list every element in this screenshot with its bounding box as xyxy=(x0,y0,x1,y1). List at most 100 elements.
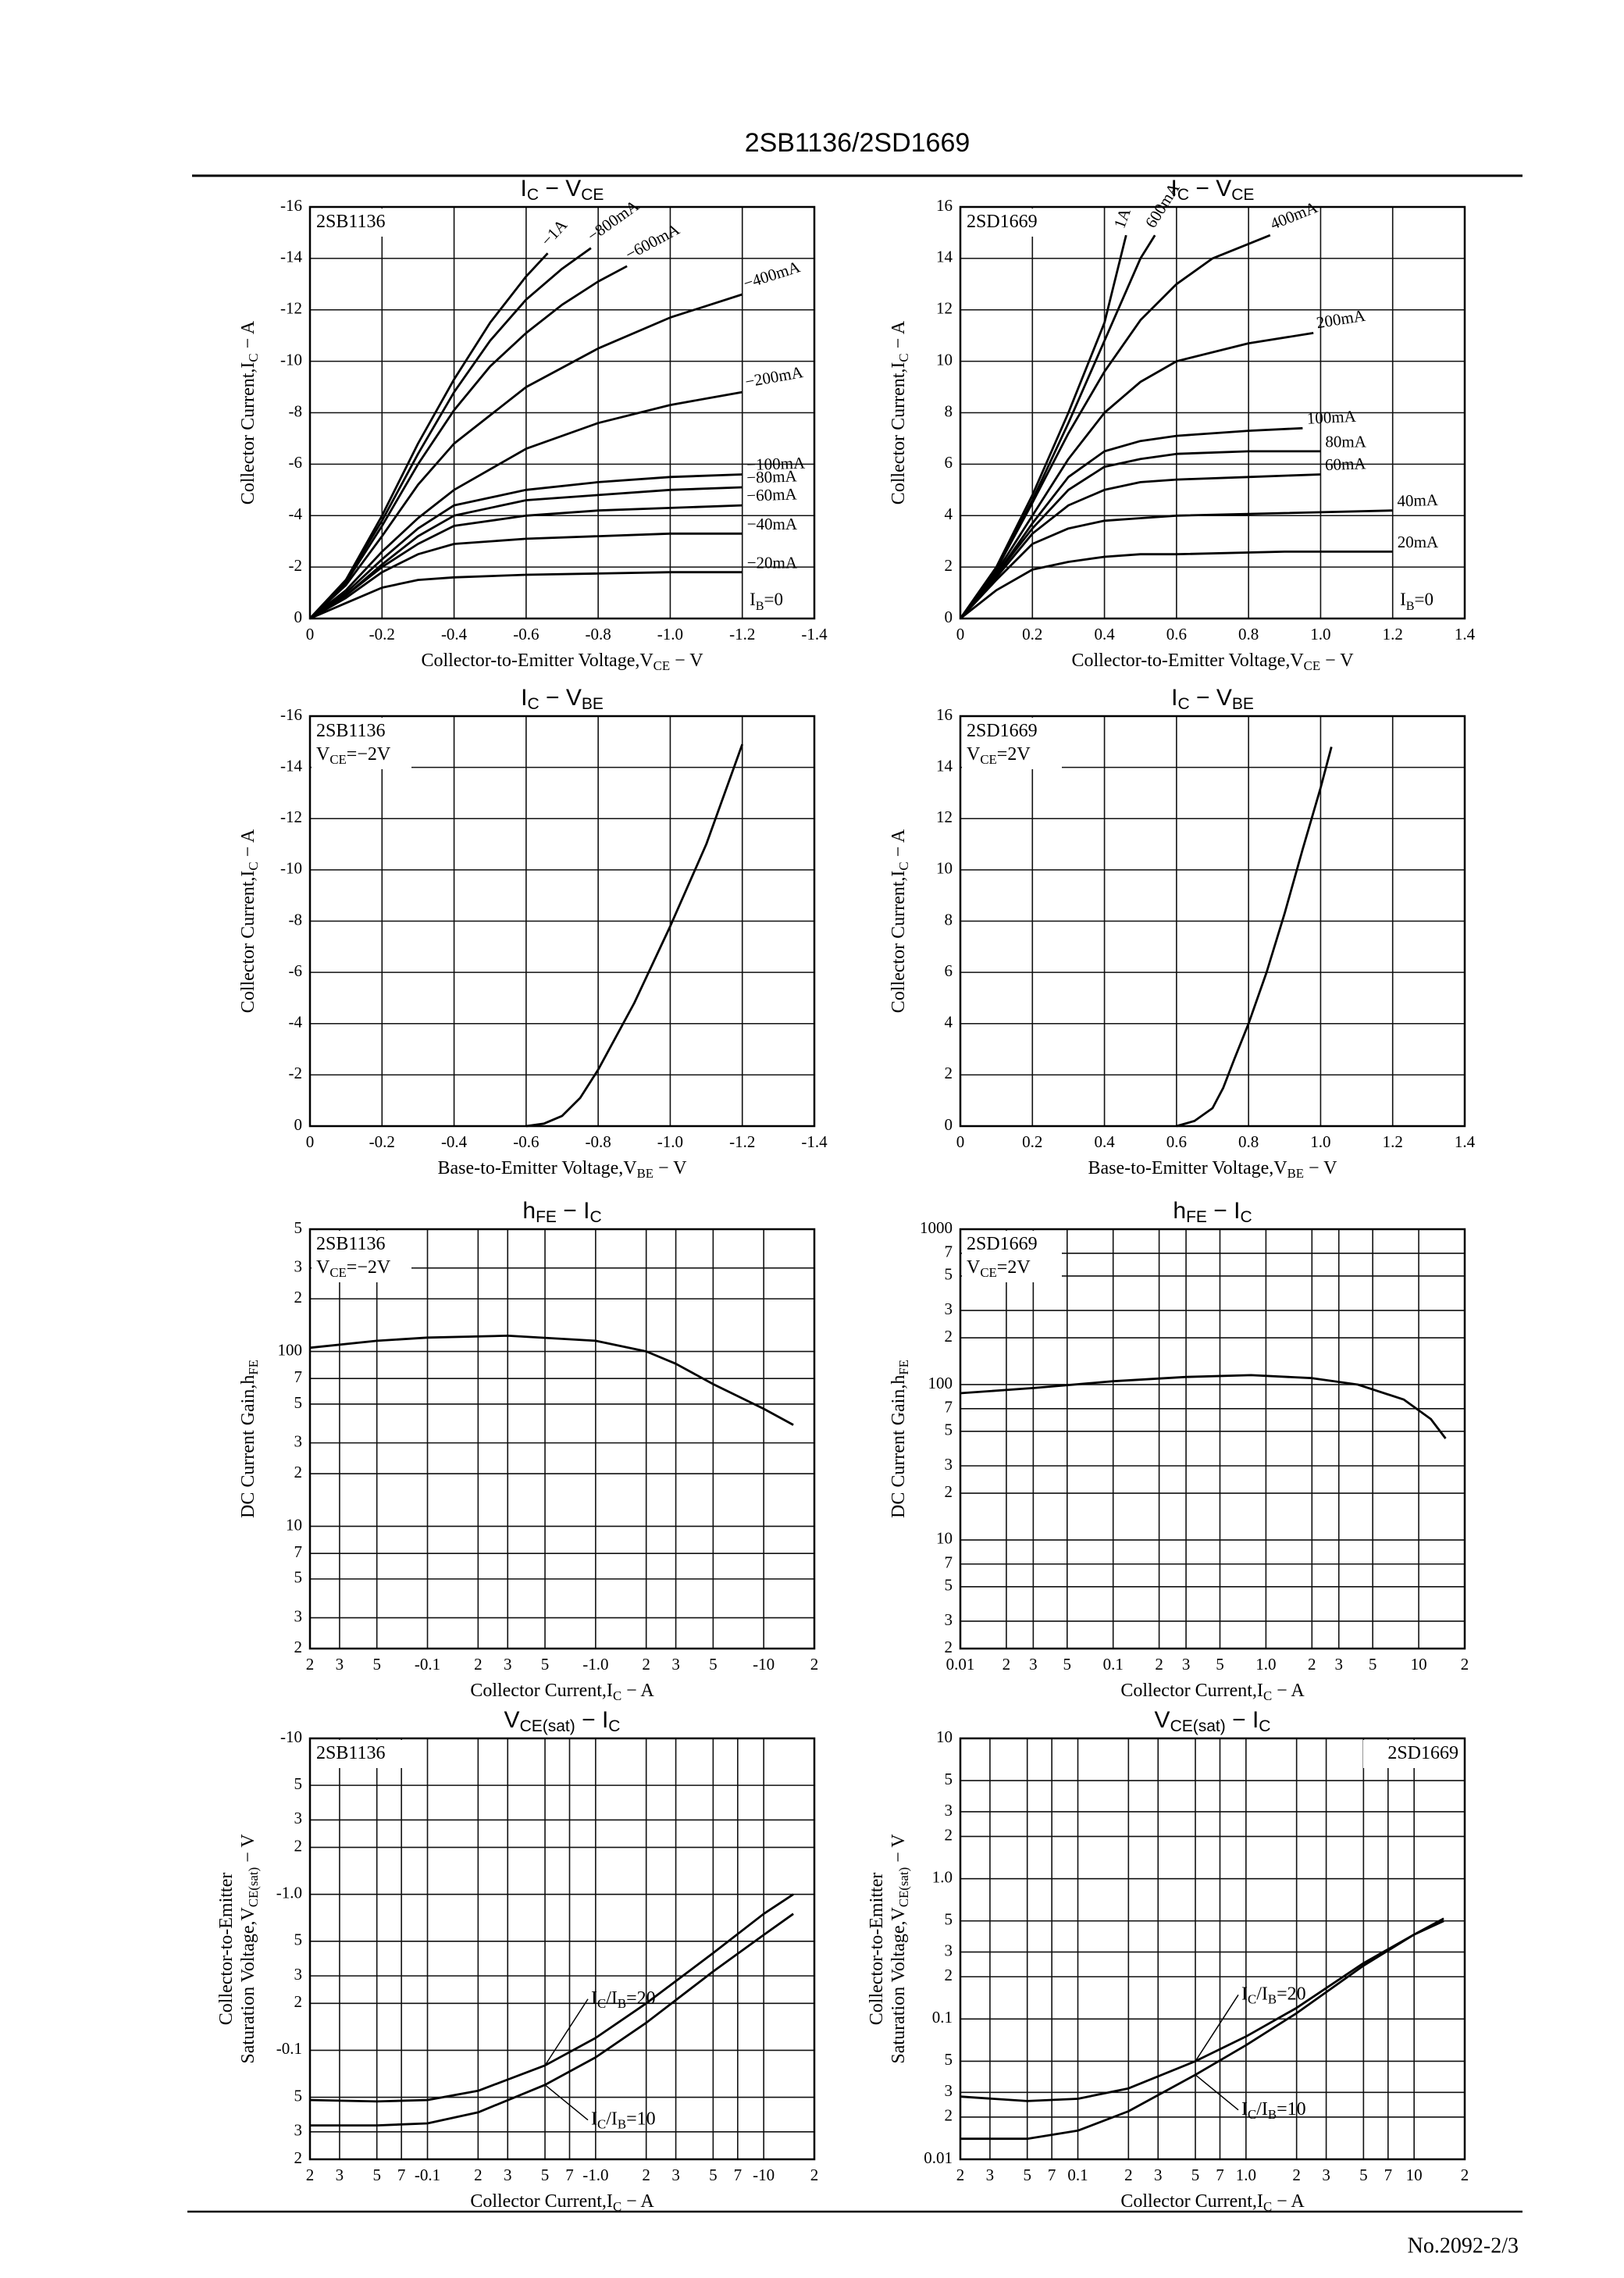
x-axis-label-part: Collector Current,I xyxy=(1120,2191,1263,2212)
x-tick-label: 2 xyxy=(1461,2166,1469,2184)
x-tick-label: 5 xyxy=(541,2166,550,2184)
chart-title-part: − I xyxy=(557,1198,590,1224)
curve-label: −60mA xyxy=(746,484,798,504)
y-tick-label: 5 xyxy=(945,1421,953,1439)
device-label: 2SD1669 xyxy=(967,721,1038,741)
curve-label: −20mA xyxy=(747,554,798,572)
x-tick-label: -1.0 xyxy=(657,1132,683,1151)
curve-label-part: C xyxy=(597,2117,606,2132)
x-axis-label-part: CE xyxy=(1304,658,1320,673)
plot-frame xyxy=(959,1737,1466,2161)
y-tick-label: 7 xyxy=(945,1398,953,1417)
x-tick-label: -1.4 xyxy=(801,1132,828,1151)
device-label-part: =−2V xyxy=(347,744,391,765)
x-tick-label: 3 xyxy=(986,2166,995,2184)
x-axis-label-part: Collector Current,I xyxy=(470,2191,613,2212)
y-tick-label: 2 xyxy=(294,1992,303,2011)
curve xyxy=(960,1374,1447,1439)
curve xyxy=(309,504,743,620)
device-label: VCE=−2V xyxy=(316,744,391,767)
curve-label: 80mA xyxy=(1325,433,1366,451)
curve xyxy=(308,247,592,619)
curve xyxy=(959,426,1303,619)
x-tick-label: -0.2 xyxy=(369,1132,395,1151)
chart-title-part: V xyxy=(504,1707,520,1733)
label-backdrop xyxy=(962,209,1062,237)
y-tick-label: 5 xyxy=(294,1218,303,1237)
y-tick-label: 3 xyxy=(945,1455,953,1474)
y-axis-label: Collector-to-Emitter xyxy=(216,1873,237,2025)
y-tick-label: 5 xyxy=(945,1576,953,1595)
y-axis-label: Collector Current,IC − A xyxy=(238,829,261,1013)
plot-frame xyxy=(959,715,1466,1128)
curve-label-part: /I xyxy=(606,2109,618,2129)
chart-title: IC − VCE xyxy=(521,176,604,204)
chart-title-part: C xyxy=(527,186,539,204)
chart-title-part: CE(sat) xyxy=(1170,1717,1226,1735)
y-tick-label: 3 xyxy=(294,2121,303,2140)
y-axis-label-part: C xyxy=(896,861,911,870)
y-tick-label: 5 xyxy=(945,1770,953,1788)
curve xyxy=(1176,747,1333,1128)
y-tick-label: 4 xyxy=(945,1013,953,1032)
chart-title-part: CE xyxy=(581,186,604,204)
curve-label: −400mA xyxy=(741,257,803,293)
x-tick-label: -1.2 xyxy=(729,625,755,643)
y-axis-label-part: DC Current Gain,h xyxy=(889,1375,909,1518)
chart-title-part: − I xyxy=(575,1707,609,1733)
x-tick-label: -0.6 xyxy=(513,625,539,643)
curve-label-part: C xyxy=(1248,2107,1256,2122)
y-axis-label-part: − A xyxy=(238,320,258,353)
x-axis-label-part: Collector-to-Emitter Voltage,V xyxy=(1071,651,1304,671)
y-tick-label: 2 xyxy=(294,1463,303,1481)
x-tick-label: 1.2 xyxy=(1383,625,1403,643)
label-backdrop xyxy=(312,1740,411,1768)
y-tick-label: 10 xyxy=(936,1727,953,1746)
curve-label-part: /I xyxy=(1256,1984,1268,2004)
y-axis-label-part: Collector Current,I xyxy=(238,362,258,505)
chart-title-part: − I xyxy=(1207,1198,1241,1224)
x-axis-label-part: Collector Current,I xyxy=(470,1681,613,1701)
x-tick-label: 0.2 xyxy=(1022,1132,1042,1151)
y-tick-label: 0 xyxy=(294,1115,303,1134)
x-tick-label: 3 xyxy=(1182,1655,1191,1674)
curve-label-part: =20 xyxy=(626,1987,656,2008)
y-axis-label-part: C xyxy=(896,353,911,362)
chart-title-part: C xyxy=(527,695,539,713)
curve-label: IC/IB=10 xyxy=(1241,2098,1306,2121)
x-tick-label: 0.6 xyxy=(1166,1132,1187,1151)
device-label-part: 2SD1669 xyxy=(967,1234,1038,1254)
x-axis-label-part: C xyxy=(613,1688,621,1703)
y-axis-label: Collector Current,IC − A xyxy=(889,829,911,1013)
x-axis-label-part: Base-to-Emitter Voltage,V xyxy=(438,1158,638,1178)
x-tick-label: 5 xyxy=(709,1655,718,1674)
x-tick-label: 2 xyxy=(810,1655,819,1674)
x-tick-label: 1.4 xyxy=(1455,1132,1476,1151)
y-tick-label: 5 xyxy=(945,1910,953,1929)
y-axis-label-part: FE xyxy=(896,1360,911,1375)
curve-label-part: B xyxy=(1268,1991,1277,2006)
curve xyxy=(959,450,1321,619)
curve xyxy=(309,532,743,620)
y-tick-label: 8 xyxy=(945,910,953,929)
x-tick-label: 5 xyxy=(1191,2166,1200,2184)
x-tick-label: -10 xyxy=(753,2166,775,2184)
y-tick-label: 0 xyxy=(945,1115,953,1134)
y-tick-label: -6 xyxy=(289,961,303,980)
y-tick-label: 3 xyxy=(945,1801,953,1820)
x-tick-label: 7 xyxy=(1048,2166,1056,2184)
curve-note: IB=0 xyxy=(750,590,783,612)
y-tick-label: 10 xyxy=(286,1515,302,1534)
x-tick-label: 5 xyxy=(372,1655,381,1674)
chart-title-part: FE xyxy=(1186,1208,1207,1226)
x-tick-label: 7 xyxy=(1384,2166,1393,2184)
device-label-part: =2V xyxy=(997,744,1031,765)
curve-label: IC/IB=20 xyxy=(1241,1984,1306,2006)
curve-label: −40mA xyxy=(747,515,798,533)
device-label: VCE=2V xyxy=(967,744,1031,767)
curve-note-part: I xyxy=(1400,590,1406,609)
device-label: 2SB1136 xyxy=(316,1234,385,1254)
x-tick-label: 5 xyxy=(1063,1655,1072,1674)
y-tick-label: 0.1 xyxy=(932,2008,953,2027)
y-tick-label: -6 xyxy=(289,453,303,472)
